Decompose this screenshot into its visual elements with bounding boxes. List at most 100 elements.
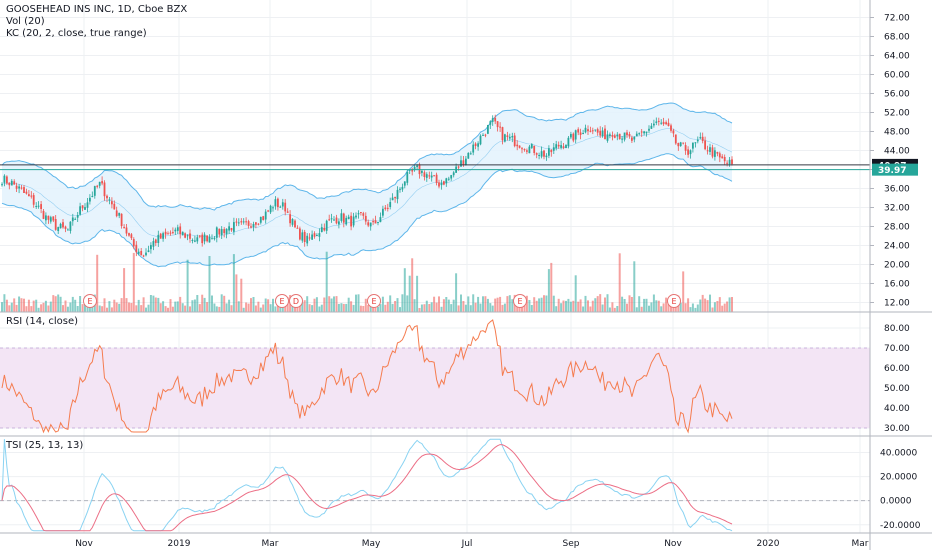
- candle-body[interactable]: [628, 134, 631, 137]
- candle-body[interactable]: [367, 222, 370, 226]
- candle-body[interactable]: [250, 226, 252, 228]
- candle-body[interactable]: [696, 139, 699, 142]
- candle-body[interactable]: [362, 213, 365, 216]
- candle-body[interactable]: [330, 218, 333, 220]
- candle-body[interactable]: [472, 144, 475, 153]
- candle-body[interactable]: [40, 204, 42, 209]
- candle-body[interactable]: [428, 175, 431, 177]
- candle-body[interactable]: [186, 235, 189, 237]
- candle-body[interactable]: [518, 145, 521, 148]
- candle-body[interactable]: [372, 221, 374, 223]
- candle-body[interactable]: [357, 213, 360, 215]
- candle-body[interactable]: [145, 252, 147, 256]
- candle-body[interactable]: [115, 210, 118, 217]
- candle-body[interactable]: [198, 235, 201, 237]
- candle-body[interactable]: [526, 150, 528, 152]
- candle-body[interactable]: [23, 187, 25, 193]
- candle-body[interactable]: [635, 133, 638, 137]
- candle-body[interactable]: [501, 127, 504, 141]
- candle-body[interactable]: [30, 195, 33, 197]
- candle-body[interactable]: [86, 202, 89, 208]
- candle-body[interactable]: [655, 121, 658, 123]
- candle-body[interactable]: [535, 153, 538, 155]
- candle-body[interactable]: [306, 235, 309, 244]
- candle-body[interactable]: [555, 144, 558, 149]
- candle-body[interactable]: [184, 233, 186, 238]
- candle-body[interactable]: [264, 211, 267, 220]
- candle-body[interactable]: [723, 157, 726, 162]
- candle-body[interactable]: [587, 129, 589, 132]
- candle-body[interactable]: [731, 159, 733, 165]
- candle-body[interactable]: [64, 226, 67, 229]
- candle-body[interactable]: [701, 136, 704, 141]
- candle-body[interactable]: [457, 166, 460, 168]
- candle-body[interactable]: [521, 148, 523, 150]
- candle-body[interactable]: [399, 188, 401, 190]
- candle-body[interactable]: [179, 226, 182, 235]
- candle-body[interactable]: [440, 182, 443, 186]
- candle-body[interactable]: [513, 135, 516, 147]
- candle-body[interactable]: [108, 199, 111, 201]
- candle-body[interactable]: [396, 189, 399, 200]
- candle-body[interactable]: [167, 233, 169, 235]
- candle-body[interactable]: [13, 181, 16, 185]
- candle-body[interactable]: [316, 235, 318, 236]
- candle-body[interactable]: [311, 234, 313, 240]
- candle-body[interactable]: [157, 234, 160, 243]
- candle-body[interactable]: [230, 228, 233, 231]
- candle-body[interactable]: [152, 241, 155, 247]
- candle-body[interactable]: [574, 130, 577, 140]
- candle-body[interactable]: [347, 216, 350, 220]
- candle-body[interactable]: [443, 181, 445, 185]
- candle-body[interactable]: [79, 206, 81, 215]
- candle-body[interactable]: [606, 134, 609, 141]
- candle-body[interactable]: [577, 129, 580, 133]
- candle-body[interactable]: [601, 130, 604, 137]
- candle-body[interactable]: [709, 147, 711, 152]
- candle-body[interactable]: [237, 222, 240, 224]
- candle-body[interactable]: [533, 145, 536, 153]
- candle-body[interactable]: [333, 219, 335, 221]
- candle-body[interactable]: [548, 148, 550, 156]
- candle-body[interactable]: [301, 232, 304, 241]
- candle-body[interactable]: [74, 218, 77, 220]
- candle-body[interactable]: [76, 215, 79, 218]
- candle-body[interactable]: [386, 207, 389, 209]
- candle-body[interactable]: [662, 121, 665, 125]
- candle-body[interactable]: [49, 217, 52, 222]
- candle-body[interactable]: [516, 144, 519, 147]
- candle-body[interactable]: [20, 187, 23, 189]
- candle-body[interactable]: [665, 122, 667, 125]
- candle-body[interactable]: [255, 222, 257, 225]
- candle-body[interactable]: [728, 159, 731, 164]
- candle-body[interactable]: [684, 145, 687, 151]
- candle-body[interactable]: [374, 220, 377, 224]
- rsi-pane[interactable]: [0, 319, 870, 434]
- earnings-marker[interactable]: [289, 294, 303, 308]
- candle-body[interactable]: [164, 231, 167, 235]
- candle-body[interactable]: [389, 202, 392, 207]
- candle-body[interactable]: [291, 219, 294, 225]
- candle-body[interactable]: [494, 117, 497, 122]
- candle-body[interactable]: [69, 221, 72, 231]
- candle-body[interactable]: [604, 128, 606, 139]
- candle-body[interactable]: [259, 217, 262, 223]
- candle-body[interactable]: [360, 212, 362, 213]
- candle-body[interactable]: [203, 234, 206, 242]
- candle-body[interactable]: [45, 215, 47, 221]
- candle-body[interactable]: [491, 118, 494, 122]
- candle-body[interactable]: [633, 136, 636, 140]
- candle-body[interactable]: [403, 181, 406, 186]
- candle-body[interactable]: [394, 196, 396, 199]
- candle-body[interactable]: [242, 221, 245, 223]
- candle-body[interactable]: [692, 142, 694, 149]
- candle-body[interactable]: [450, 175, 453, 179]
- candle-body[interactable]: [721, 156, 724, 159]
- candle-body[interactable]: [142, 255, 145, 257]
- candle-body[interactable]: [589, 130, 592, 132]
- candle-body[interactable]: [452, 172, 455, 176]
- candle-body[interactable]: [562, 146, 565, 148]
- candle-body[interactable]: [465, 158, 467, 166]
- candle-body[interactable]: [137, 251, 140, 254]
